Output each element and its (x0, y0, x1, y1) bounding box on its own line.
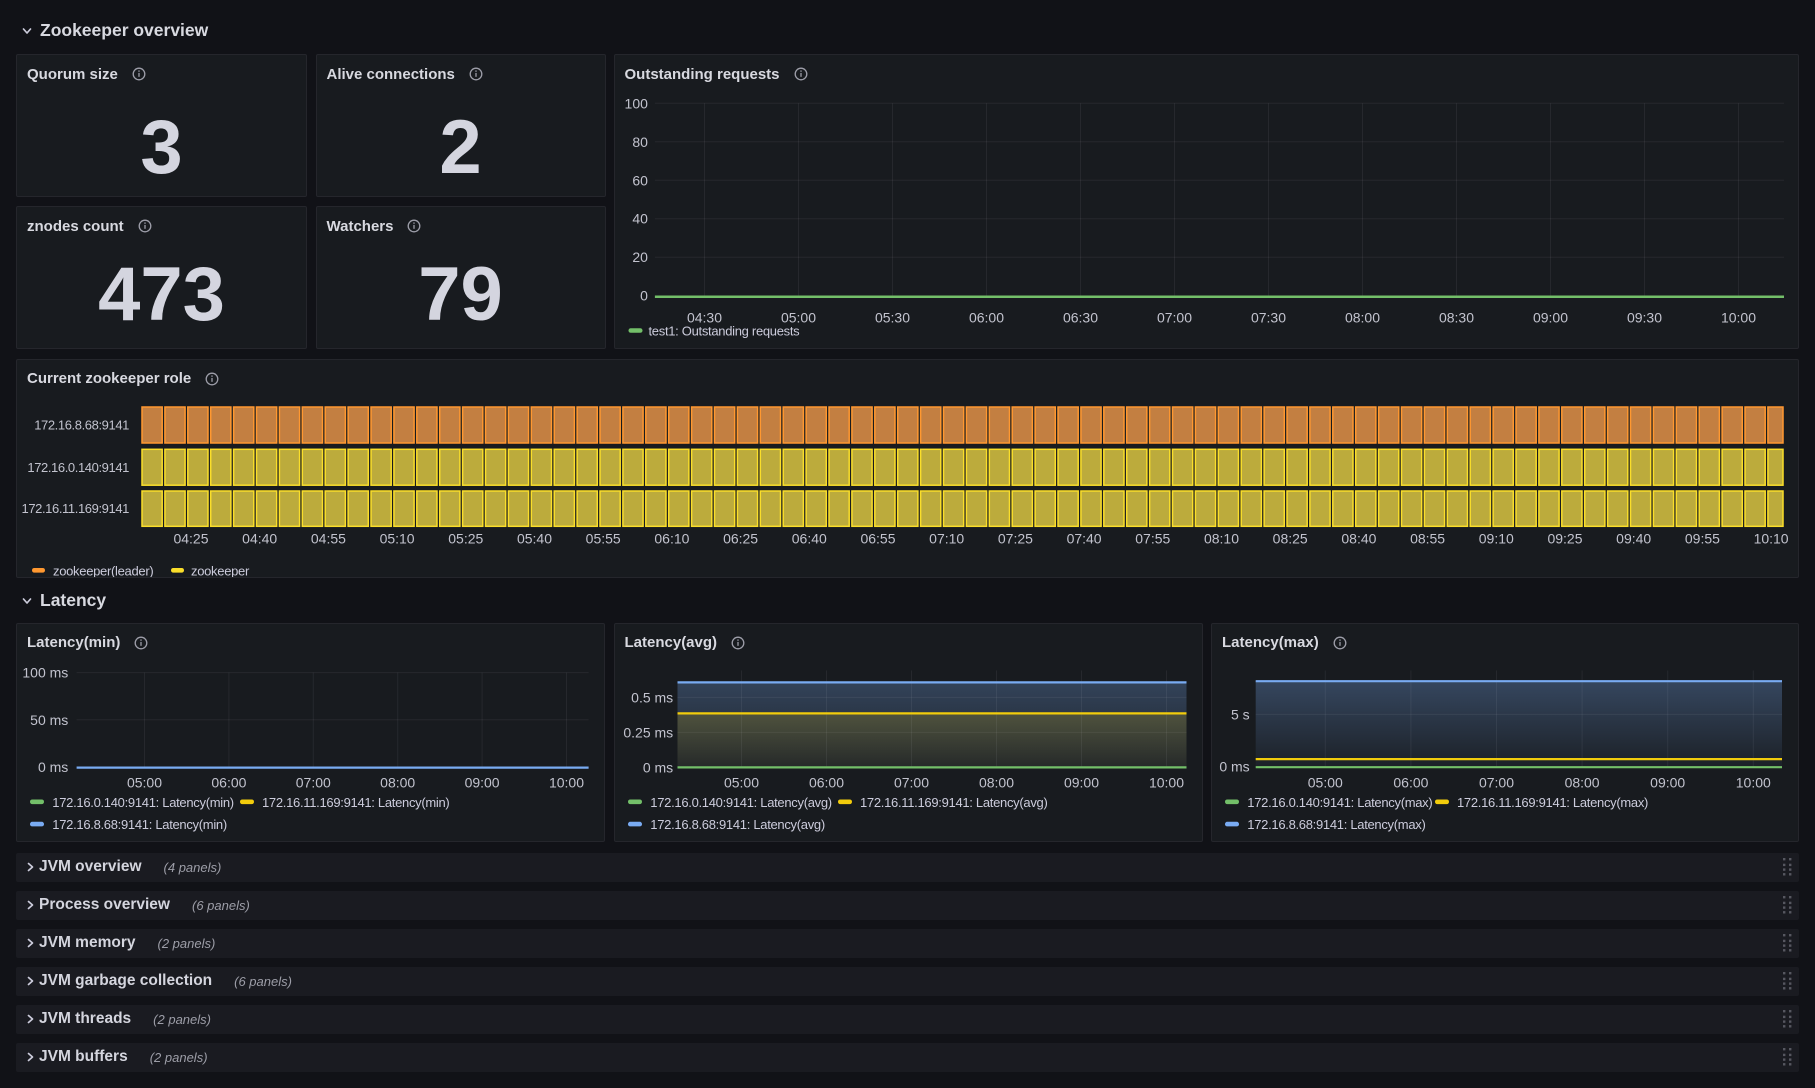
svg-text:172.16.8.68:9141: 172.16.8.68:9141 (34, 417, 129, 432)
svg-text:10:00: 10:00 (1736, 774, 1771, 790)
svg-text:0 ms: 0 ms (642, 759, 672, 775)
svg-text:100 ms: 100 ms (22, 664, 68, 680)
svg-text:172.16.11.169:9141: Latency(ma: 172.16.11.169:9141: Latency(max) (1457, 794, 1648, 809)
svg-text:07:10: 07:10 (929, 530, 964, 546)
svg-text:10:00: 10:00 (1720, 310, 1755, 326)
svg-text:07:25: 07:25 (998, 530, 1033, 546)
svg-text:09:10: 09:10 (1479, 530, 1514, 546)
svg-text:08:00: 08:00 (1344, 310, 1379, 326)
svg-text:09:40: 09:40 (1616, 530, 1651, 546)
svg-text:05:30: 05:30 (874, 310, 909, 326)
svg-text:100: 100 (624, 95, 648, 111)
svg-text:05:40: 05:40 (517, 530, 552, 546)
svg-text:0 ms: 0 ms (38, 759, 68, 775)
svg-text:10:00: 10:00 (549, 774, 584, 790)
svg-text:06:00: 06:00 (808, 774, 843, 790)
svg-text:09:55: 09:55 (1685, 530, 1720, 546)
svg-text:0.5 ms: 0.5 ms (631, 689, 673, 705)
svg-text:05:00: 05:00 (780, 310, 815, 326)
svg-text:05:00: 05:00 (1308, 774, 1343, 790)
svg-text:test1: Outstanding requests: test1: Outstanding requests (648, 324, 800, 339)
svg-text:172.16.0.140:9141: Latency(avg: 172.16.0.140:9141: Latency(avg) (650, 794, 832, 809)
svg-text:zookeeper(leader): zookeeper(leader) (53, 563, 153, 577)
svg-text:06:00: 06:00 (968, 310, 1003, 326)
svg-text:04:30: 04:30 (686, 310, 721, 326)
svg-text:80: 80 (632, 134, 648, 150)
svg-text:20: 20 (632, 249, 648, 265)
svg-text:06:30: 06:30 (1062, 310, 1097, 326)
svg-text:172.16.8.68:9141: Latency(max): 172.16.8.68:9141: Latency(max) (1247, 817, 1425, 832)
svg-text:0: 0 (640, 288, 648, 304)
svg-text:172.16.0.140:9141: Latency(max: 172.16.0.140:9141: Latency(max) (1247, 794, 1432, 809)
svg-text:07:00: 07:00 (1156, 310, 1191, 326)
svg-text:04:40: 04:40 (242, 530, 277, 546)
svg-text:172.16.11.169:9141: Latency(av: 172.16.11.169:9141: Latency(avg) (860, 794, 1047, 809)
svg-text:07:40: 07:40 (1067, 530, 1102, 546)
svg-text:172.16.11.169:9141: 172.16.11.169:9141 (21, 501, 129, 516)
svg-text:172.16.8.68:9141: Latency(avg): 172.16.8.68:9141: Latency(avg) (650, 817, 825, 832)
svg-text:05:55: 05:55 (586, 530, 621, 546)
svg-text:172.16.11.169:9141: Latency(mi: 172.16.11.169:9141: Latency(min) (262, 794, 449, 809)
svg-text:08:00: 08:00 (1565, 774, 1600, 790)
svg-text:172.16.0.140:9141: 172.16.0.140:9141 (27, 459, 129, 474)
svg-text:04:25: 04:25 (173, 530, 208, 546)
svg-text:09:30: 09:30 (1626, 310, 1661, 326)
svg-text:05:25: 05:25 (448, 530, 483, 546)
svg-text:06:25: 06:25 (723, 530, 758, 546)
svg-text:07:55: 07:55 (1135, 530, 1170, 546)
svg-text:05:00: 05:00 (127, 774, 162, 790)
svg-text:172.16.0.140:9141: Latency(min: 172.16.0.140:9141: Latency(min) (52, 794, 234, 809)
svg-text:07:00: 07:00 (893, 774, 928, 790)
svg-text:06:55: 06:55 (860, 530, 895, 546)
svg-text:zookeeper: zookeeper (191, 563, 250, 577)
svg-text:09:25: 09:25 (1547, 530, 1582, 546)
svg-text:07:30: 07:30 (1250, 310, 1285, 326)
svg-text:07:00: 07:00 (1479, 774, 1514, 790)
svg-text:08:10: 08:10 (1204, 530, 1239, 546)
svg-text:09:00: 09:00 (465, 774, 500, 790)
svg-text:05:10: 05:10 (380, 530, 415, 546)
svg-text:06:00: 06:00 (211, 774, 246, 790)
svg-text:40: 40 (632, 211, 648, 227)
svg-text:04:55: 04:55 (311, 530, 346, 546)
svg-text:09:00: 09:00 (1063, 774, 1098, 790)
svg-text:08:25: 08:25 (1273, 530, 1308, 546)
svg-text:06:40: 06:40 (792, 530, 827, 546)
svg-text:09:00: 09:00 (1532, 310, 1567, 326)
svg-text:50 ms: 50 ms (30, 711, 68, 727)
svg-text:0.25 ms: 0.25 ms (623, 724, 673, 740)
svg-text:08:40: 08:40 (1341, 530, 1376, 546)
svg-text:08:00: 08:00 (978, 774, 1013, 790)
svg-text:10:10: 10:10 (1754, 530, 1789, 546)
svg-text:05:00: 05:00 (723, 774, 758, 790)
svg-text:08:00: 08:00 (380, 774, 415, 790)
svg-text:172.16.8.68:9141: Latency(min): 172.16.8.68:9141: Latency(min) (52, 817, 227, 832)
svg-text:5 s: 5 s (1231, 706, 1250, 722)
svg-text:06:00: 06:00 (1393, 774, 1428, 790)
svg-text:08:55: 08:55 (1410, 530, 1445, 546)
svg-text:09:00: 09:00 (1650, 774, 1685, 790)
svg-text:07:00: 07:00 (296, 774, 331, 790)
svg-text:0 ms: 0 ms (1219, 758, 1249, 774)
svg-text:60: 60 (632, 172, 648, 188)
svg-text:08:30: 08:30 (1438, 310, 1473, 326)
svg-text:10:00: 10:00 (1148, 774, 1183, 790)
svg-text:06:10: 06:10 (654, 530, 689, 546)
